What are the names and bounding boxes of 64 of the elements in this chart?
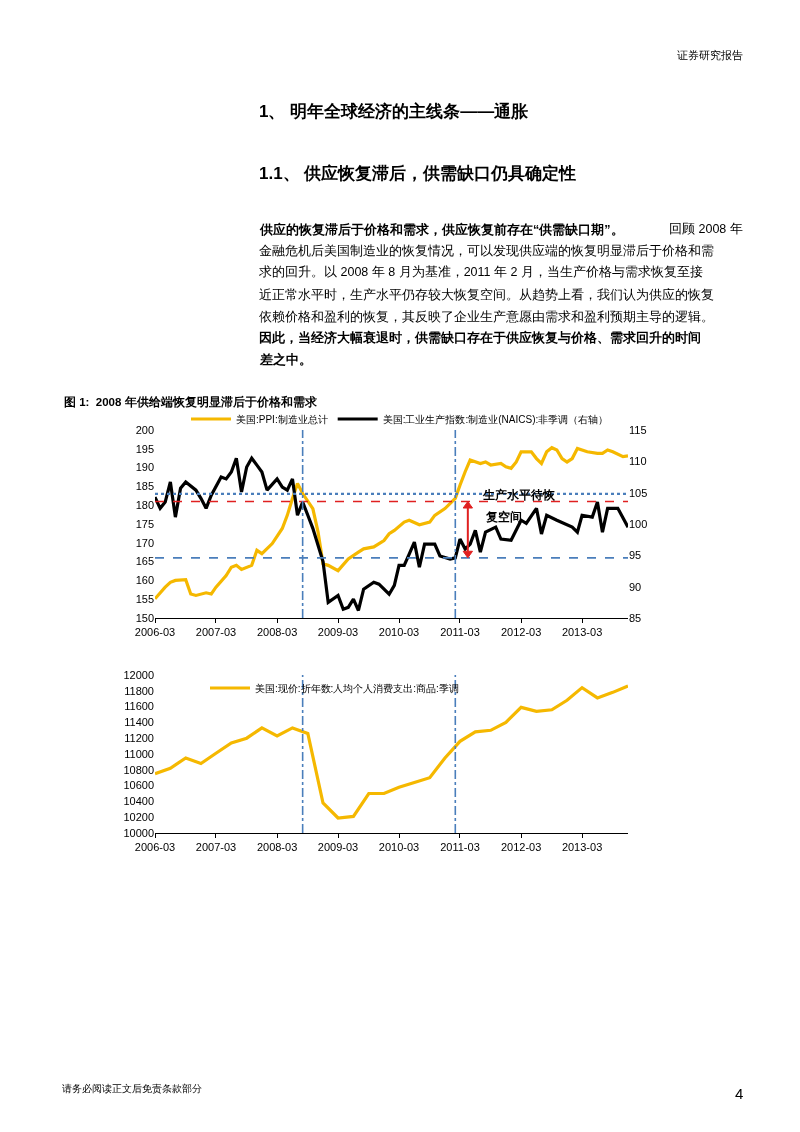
text: 请务必阅读正文后免责条款部分 xyxy=(62,1083,202,1094)
x-tick-label: 2012-03 xyxy=(500,626,542,639)
y2-tick-label: 105 xyxy=(629,486,648,499)
y2-tick-label: 90 xyxy=(629,580,642,593)
y2-tick-label: 110 xyxy=(629,455,647,468)
legend-label: 美国:现价:折年数:人均个人消费支出:商品:季调 xyxy=(255,682,459,694)
x-tick-label: 2010-03 xyxy=(378,626,420,639)
text: 4 xyxy=(735,1085,744,1102)
y-tick-label: 185 xyxy=(135,480,154,493)
x-tick-label: 2006-03 xyxy=(134,841,176,854)
x-tick-label: 2009-03 xyxy=(317,626,359,639)
y2-tick-label: 115 xyxy=(629,423,647,436)
y2-tick-label: 95 xyxy=(629,549,642,562)
y-tick-label: 155 xyxy=(135,593,154,606)
y2-tick-label: 100 xyxy=(629,517,648,530)
y-tick-label: 160 xyxy=(135,574,154,587)
y-tick-label: 11800 xyxy=(124,684,154,697)
y-tick-label: 12000 xyxy=(123,668,154,681)
text: 供应的恢复滞后于价格和需求，供应恢复前存在“供需缺口期”。 xyxy=(259,222,624,237)
legend-label: 美国:PPI:制造业总计 xyxy=(236,413,328,425)
x-tick-label: 2013-03 xyxy=(561,841,603,854)
x-tick-label: 2008-03 xyxy=(256,626,298,639)
text: 差之中。 xyxy=(259,352,312,367)
text: 1.1、 供应恢复滞后，供需缺口仍具确定性 xyxy=(259,164,577,183)
x-tick-label: 2008-03 xyxy=(256,841,298,854)
chart-title: 图 1: 2008 年供给端恢复明显滞后于价格和需求 xyxy=(64,395,318,408)
y-tick-label: 10200 xyxy=(123,811,154,824)
text: 金融危机后美国制造业的恢复情况，可以发现供应端的恢复明显滞后于价格和需 xyxy=(259,243,714,258)
y2-tick-label: 85 xyxy=(629,611,642,624)
text: 依赖价格和盈利的恢复，其反映了企业生产意愿由需求和盈利预期主导的逻辑。 xyxy=(259,309,714,324)
y-tick-label: 11200 xyxy=(124,732,154,745)
line-series xyxy=(155,684,628,820)
legend-label: 美国:工业生产指数:制造业(NAICS):非季调（右轴） xyxy=(382,413,609,425)
y-tick-label: 11400 xyxy=(124,716,154,729)
y-tick-label: 200 xyxy=(135,423,154,436)
y-tick-label: 165 xyxy=(135,555,154,568)
x-tick-label: 2012-03 xyxy=(500,841,542,854)
y-tick-label: 170 xyxy=(135,536,154,549)
text: 回顾 2008 年 xyxy=(669,222,743,236)
x-tick-label: 2010-03 xyxy=(378,841,420,854)
x-tick-label: 2006-03 xyxy=(134,626,176,639)
y-tick-label: 10800 xyxy=(123,763,154,776)
y-tick-label: 11000 xyxy=(124,747,154,760)
y-tick-label: 10400 xyxy=(123,795,154,808)
text: 因此，当经济大幅衰退时，供需缺口存在于供应恢复与价格、需求回升的时间 xyxy=(259,330,701,345)
x-tick-label: 2013-03 xyxy=(561,626,603,639)
annotation: 生产水平待恢 xyxy=(482,488,556,502)
y-tick-label: 190 xyxy=(135,461,154,474)
x-tick-label: 2011-03 xyxy=(440,841,480,854)
text: 近正常水平时，生产水平仍存较大恢复空间。从趋势上看，我们认为供应的恢复 xyxy=(259,287,714,302)
y-tick-label: 10000 xyxy=(123,826,154,839)
text: 求的回升。以 2008 年 8 月为基准，2011 年 2 月，当生产价格与需求恢复至接 xyxy=(259,265,703,279)
y-tick-label: 10600 xyxy=(123,779,154,792)
y-tick-label: 150 xyxy=(135,611,154,624)
x-tick-label: 2007-03 xyxy=(195,841,237,854)
x-tick-label: 2011-03 xyxy=(440,626,480,639)
y-tick-label: 195 xyxy=(135,442,154,455)
y-tick-label: 180 xyxy=(135,499,154,512)
text: 证券研究报告 xyxy=(677,49,743,61)
x-tick-label: 2009-03 xyxy=(317,841,359,854)
y-tick-label: 175 xyxy=(135,517,154,530)
text: 1、 明年全球经济的主线条——通胀 xyxy=(259,102,530,121)
y-tick-label: 11600 xyxy=(124,700,154,713)
x-tick-label: 2007-03 xyxy=(195,626,237,639)
